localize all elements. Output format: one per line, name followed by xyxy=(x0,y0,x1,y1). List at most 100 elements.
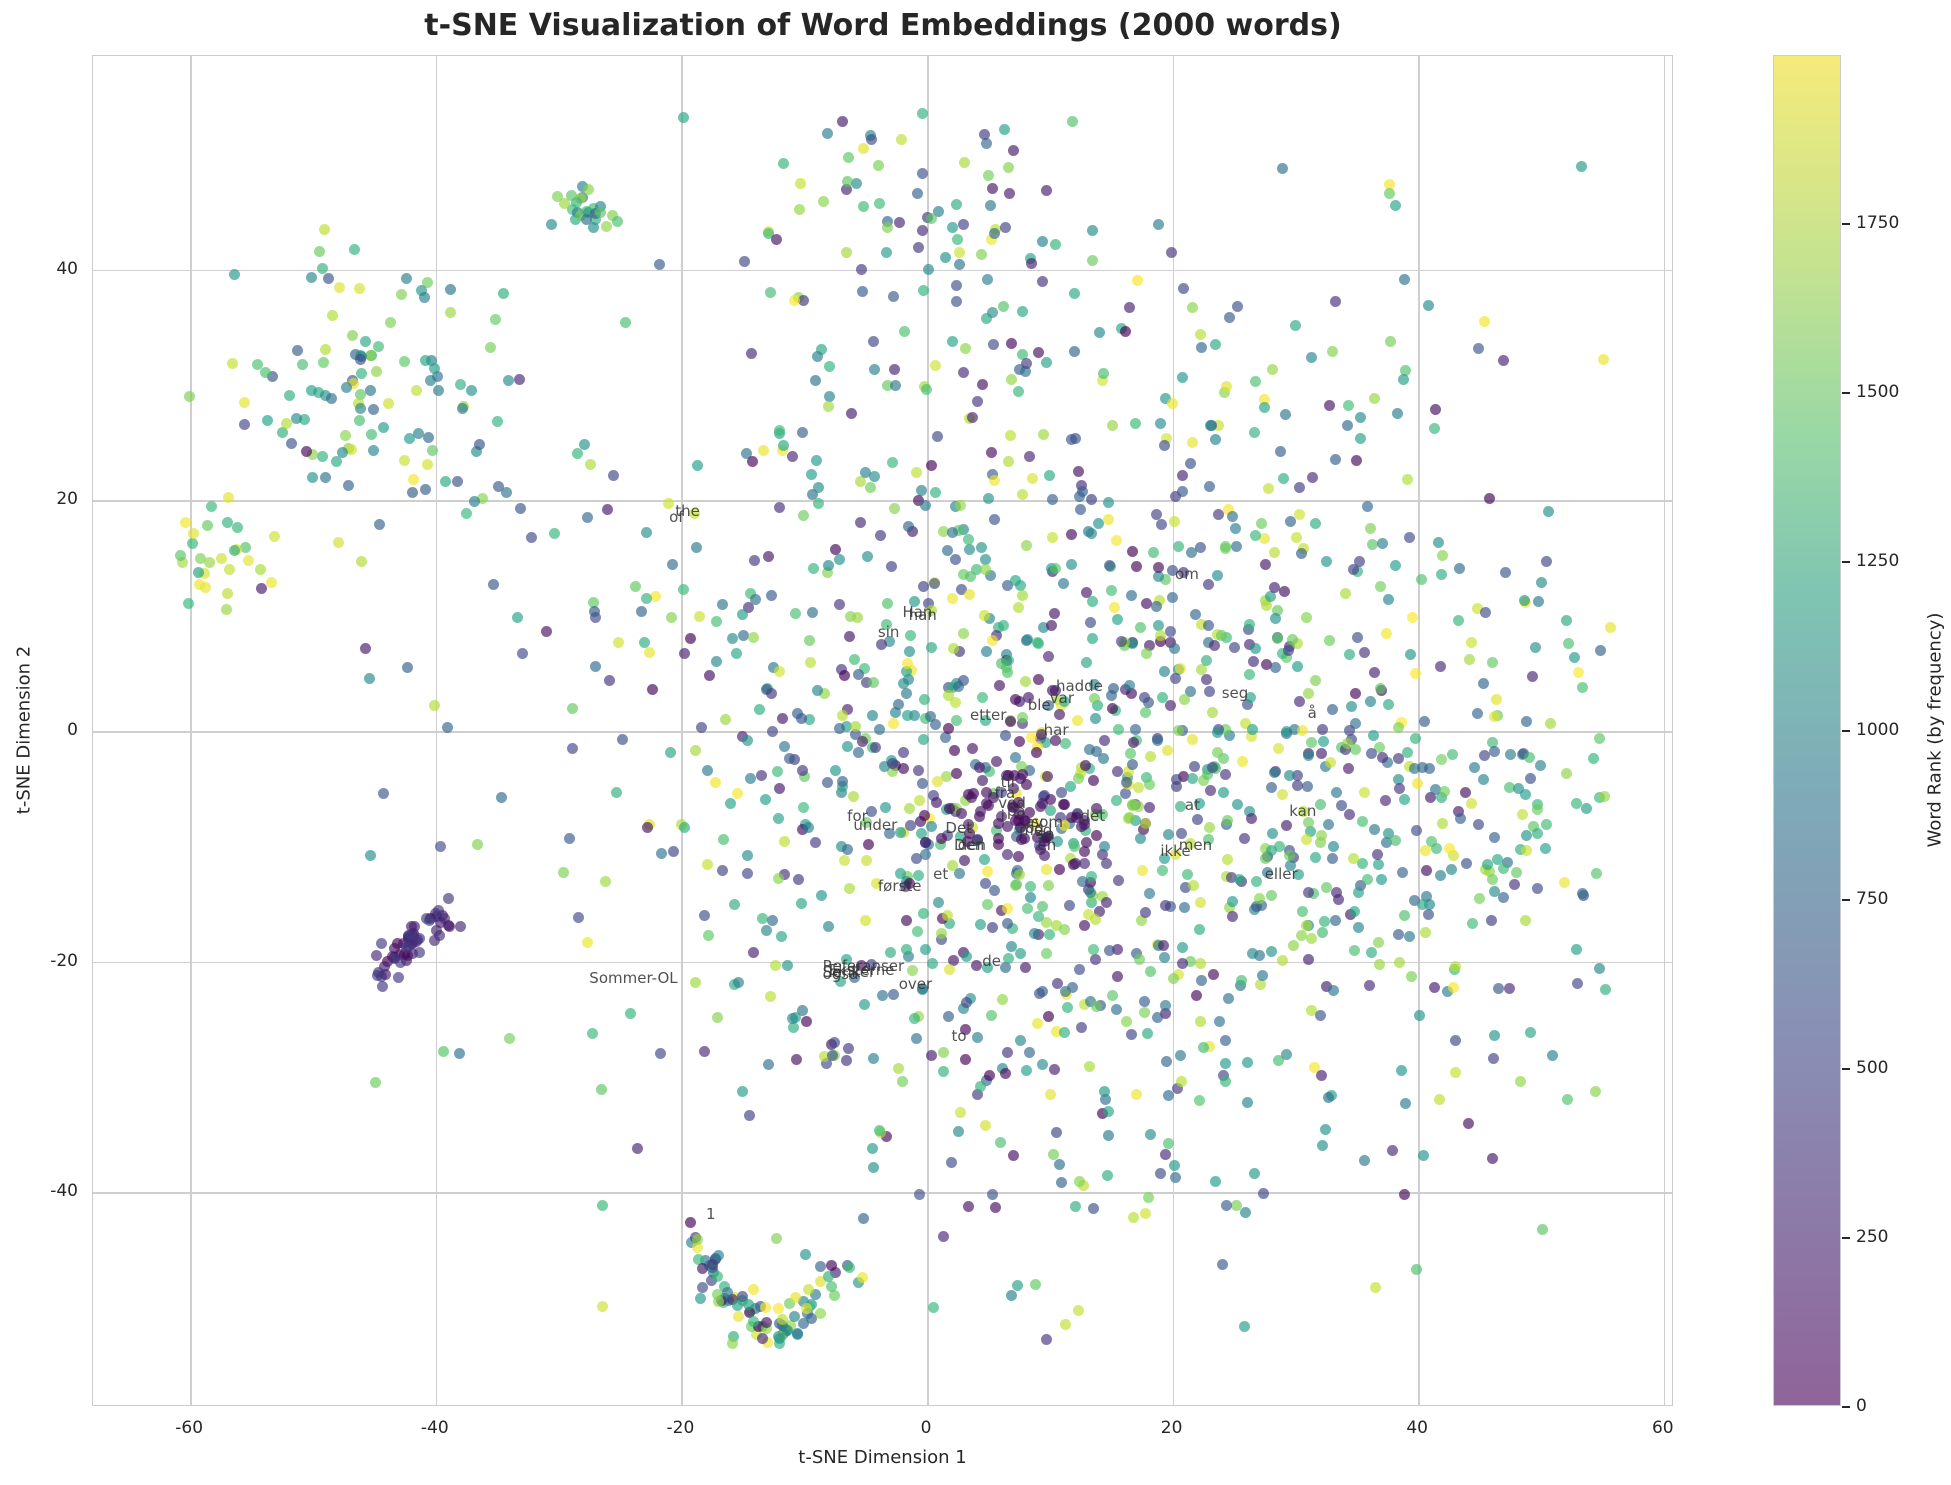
data-point xyxy=(1196,974,1208,986)
colorbar-tick xyxy=(1842,561,1850,563)
data-point xyxy=(1207,968,1219,980)
data-point xyxy=(1127,759,1139,771)
data-point xyxy=(759,1302,771,1314)
data-point xyxy=(1053,864,1065,876)
data-point xyxy=(594,207,606,219)
data-point xyxy=(1059,985,1071,997)
data-point xyxy=(841,247,853,259)
data-point xyxy=(1372,848,1384,860)
data-point xyxy=(1040,184,1052,196)
data-point xyxy=(1070,858,1082,870)
data-point xyxy=(1376,538,1388,550)
data-point xyxy=(656,847,668,859)
data-point xyxy=(1570,943,1582,955)
data-point xyxy=(1303,750,1315,762)
data-point xyxy=(678,583,690,595)
data-point xyxy=(1353,555,1365,567)
data-point xyxy=(797,765,809,777)
data-point xyxy=(710,776,722,788)
data-point xyxy=(1562,1093,1574,1105)
data-point xyxy=(1463,653,1475,665)
data-point xyxy=(1086,224,1098,236)
data-point xyxy=(919,848,931,860)
data-point xyxy=(695,722,707,734)
data-point xyxy=(859,998,870,1010)
data-point xyxy=(900,944,912,956)
data-point xyxy=(268,531,280,543)
data-point xyxy=(488,579,500,591)
data-point xyxy=(584,459,596,471)
data-point xyxy=(1392,721,1404,733)
data-point xyxy=(1368,823,1380,835)
data-point xyxy=(442,919,454,931)
data-point xyxy=(403,432,415,444)
colorbar-tick xyxy=(1842,899,1850,901)
data-point xyxy=(837,775,849,787)
data-point xyxy=(806,606,818,618)
data-point xyxy=(912,765,924,777)
word-annotation: men xyxy=(1178,836,1213,855)
data-point xyxy=(857,200,869,212)
data-point xyxy=(753,703,765,715)
data-point xyxy=(1074,963,1086,975)
data-point xyxy=(857,1272,869,1284)
data-point xyxy=(987,306,999,318)
data-point xyxy=(1232,300,1244,312)
data-point xyxy=(721,1287,733,1299)
data-point xyxy=(781,1324,793,1336)
data-point xyxy=(1042,879,1054,891)
data-point xyxy=(1035,729,1047,741)
data-point xyxy=(1269,767,1281,779)
data-point xyxy=(224,564,236,576)
data-point xyxy=(454,920,466,932)
data-point xyxy=(833,722,845,734)
data-point xyxy=(849,972,861,984)
data-point xyxy=(966,411,978,423)
data-point xyxy=(429,699,441,711)
data-point xyxy=(1163,1090,1175,1102)
data-point xyxy=(432,385,444,397)
data-point xyxy=(776,712,788,724)
data-point xyxy=(825,1281,837,1293)
data-point xyxy=(1003,188,1015,200)
word-annotation: har xyxy=(1043,721,1069,739)
data-point xyxy=(1223,311,1235,323)
data-point xyxy=(546,219,558,231)
data-point xyxy=(772,766,784,778)
word-annotation: at xyxy=(1184,795,1200,814)
data-point xyxy=(1020,358,1032,370)
data-point xyxy=(1329,296,1341,308)
data-point xyxy=(1011,879,1022,891)
y-gridline xyxy=(93,500,1672,502)
data-point xyxy=(797,1318,809,1330)
data-point xyxy=(641,593,653,605)
data-point xyxy=(1196,342,1208,354)
data-point xyxy=(1176,470,1188,482)
data-point xyxy=(1176,372,1188,384)
data-point xyxy=(1168,973,1180,985)
data-point xyxy=(1053,1159,1065,1171)
data-point xyxy=(1248,427,1260,439)
data-point xyxy=(980,878,992,890)
data-point xyxy=(1497,862,1509,874)
data-point xyxy=(1140,1208,1152,1220)
data-point xyxy=(1088,693,1100,705)
data-point xyxy=(1068,288,1080,300)
data-point xyxy=(790,607,802,619)
data-point xyxy=(1401,473,1413,485)
colorbar-tick-label: 1250 xyxy=(1856,551,1900,572)
data-point xyxy=(803,1284,815,1296)
data-point xyxy=(979,563,991,575)
data-point xyxy=(954,500,966,512)
data-point xyxy=(445,307,457,319)
data-point xyxy=(1309,1061,1321,1073)
data-point xyxy=(1141,648,1153,660)
data-point xyxy=(572,911,584,923)
data-point xyxy=(1248,656,1260,668)
data-point xyxy=(1179,901,1191,913)
data-point xyxy=(1318,736,1330,748)
data-point xyxy=(812,685,824,697)
data-point xyxy=(1083,1061,1095,1073)
data-point xyxy=(1272,742,1284,754)
data-point xyxy=(869,742,881,754)
